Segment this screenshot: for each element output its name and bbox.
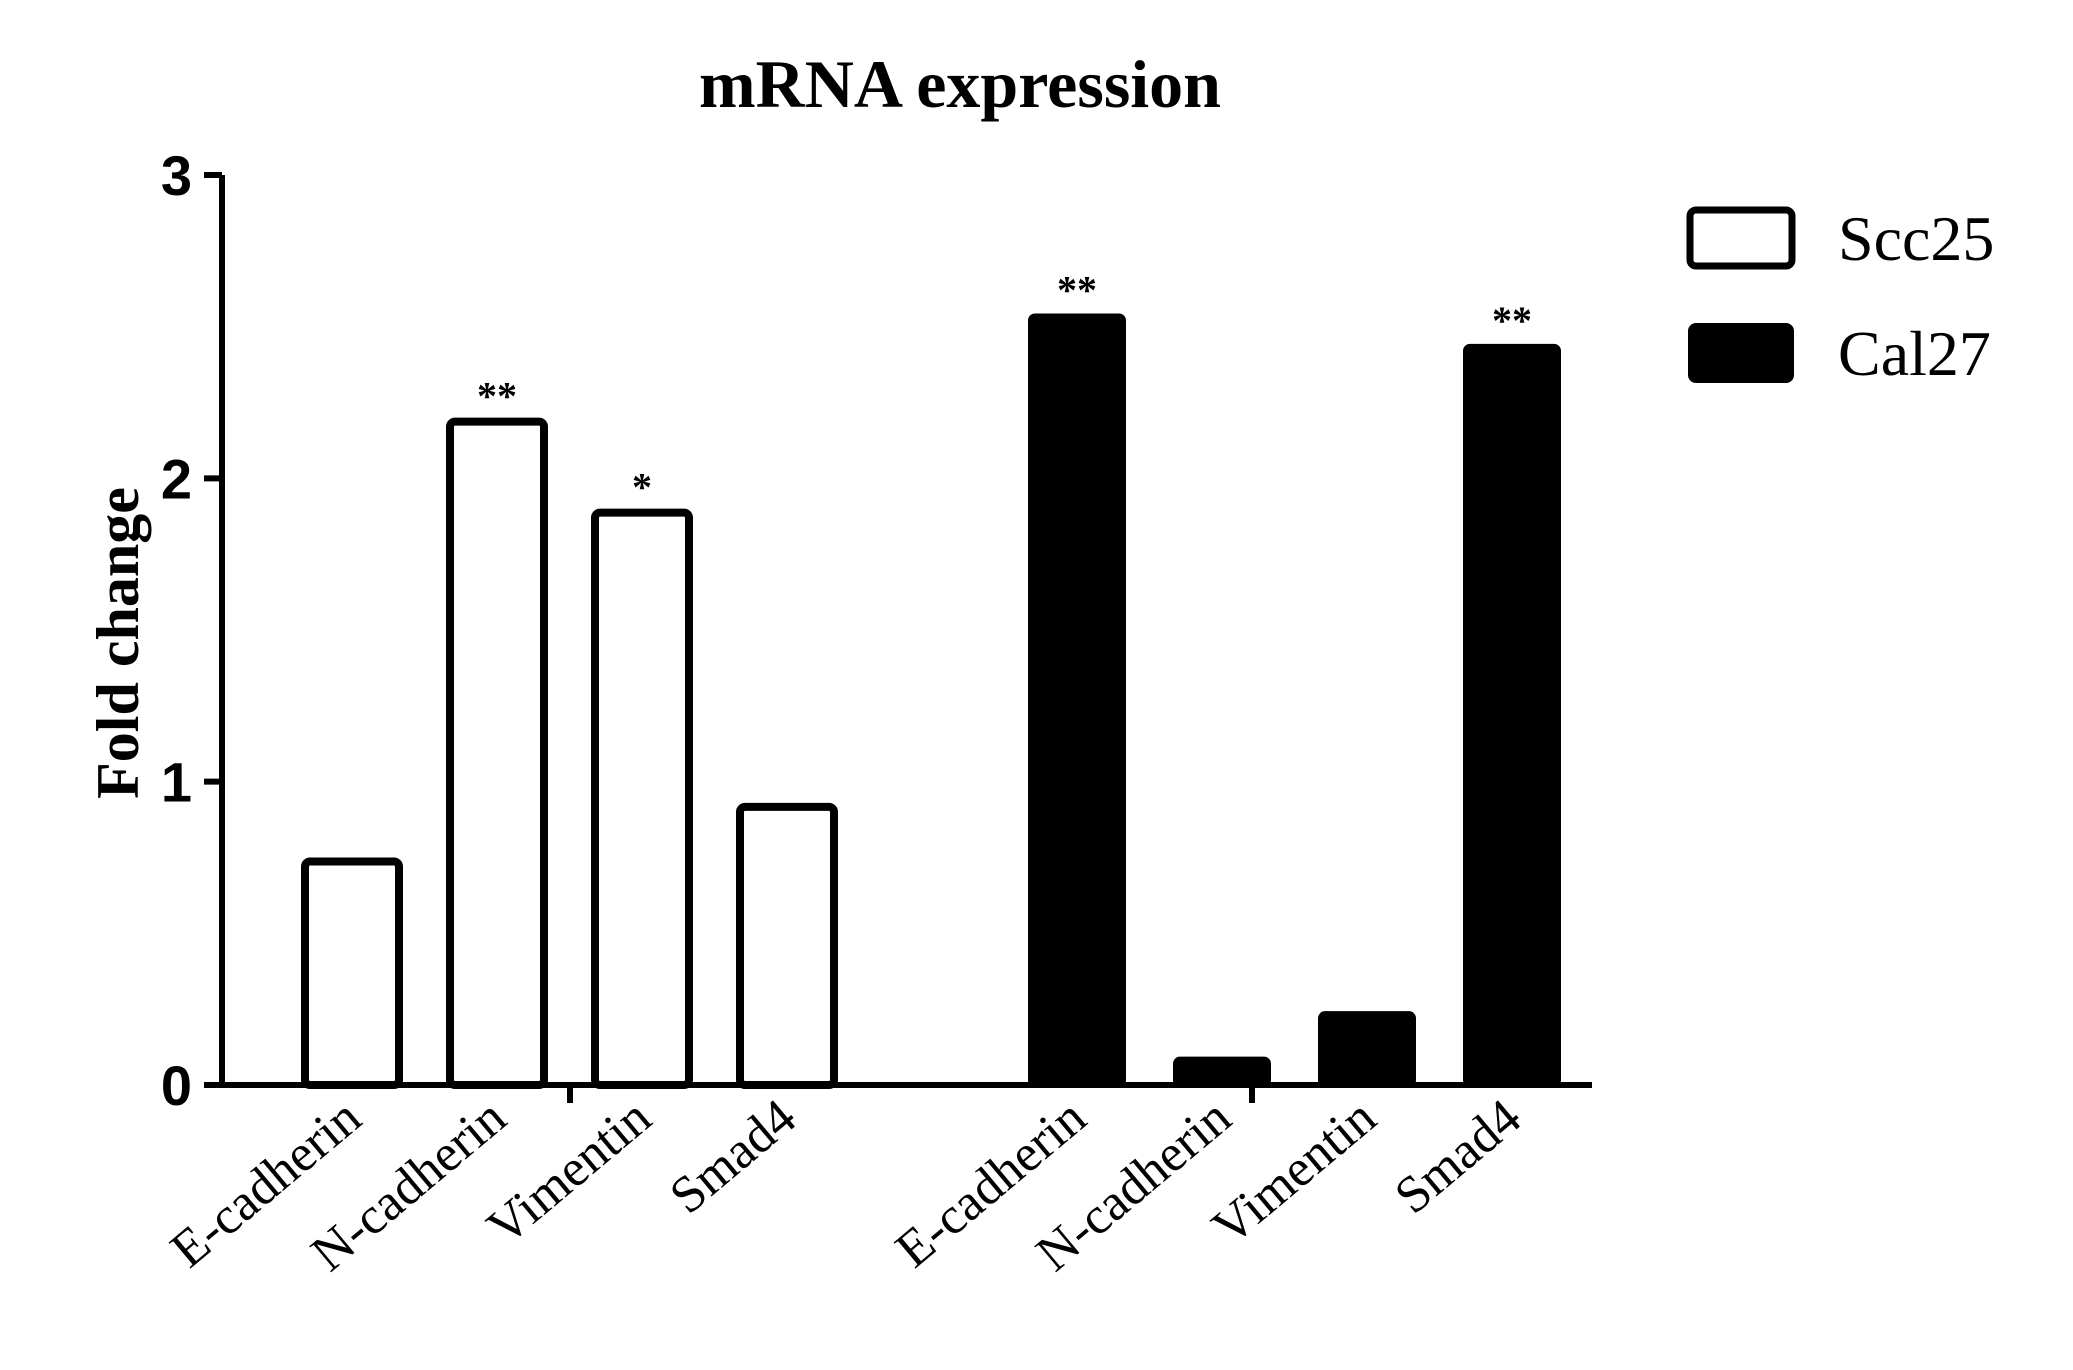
y-tick-label: 1	[161, 751, 192, 814]
x-tick-label: Smad4	[659, 1089, 806, 1226]
chart-title: mRNA expression	[699, 46, 1221, 122]
bar-scc25-e-cadherin[interactable]	[301, 857, 403, 1089]
bar-cal27-n-cadherin[interactable]	[1173, 1056, 1271, 1087]
y-tick-label: 2	[161, 447, 192, 510]
y-tick-label: 3	[161, 144, 192, 207]
y-tick-label: 0	[161, 1054, 192, 1117]
legend-label-cal27: Cal27	[1838, 318, 1991, 389]
bar-cal27-smad4[interactable]	[1463, 343, 1561, 1088]
x-tick-label: Vimentin	[1202, 1089, 1387, 1257]
significance-marker: **	[1492, 298, 1532, 343]
legend: Scc25 Cal27	[1686, 203, 1994, 389]
bar-scc25-vimentin[interactable]	[591, 508, 693, 1089]
plot-area: 0123E-cadherin**N-cadherin*VimentinSmad4…	[160, 144, 1592, 1283]
significance-marker: **	[1057, 268, 1097, 313]
x-tick-label: Smad4	[1384, 1089, 1531, 1226]
legend-swatch-scc25	[1686, 206, 1796, 270]
bar-cal27-e-cadherin[interactable]	[1028, 313, 1126, 1087]
x-tick-label: Vimentin	[477, 1089, 662, 1257]
significance-marker: **	[477, 374, 517, 419]
bar-scc25-n-cadherin[interactable]	[446, 417, 548, 1089]
significance-marker: *	[632, 465, 652, 510]
legend-swatch-cal27	[1688, 323, 1794, 383]
legend-label-scc25: Scc25	[1838, 203, 1994, 274]
y-axis-label: Fold change	[85, 487, 151, 799]
bar-scc25-smad4[interactable]	[736, 802, 838, 1090]
bar-cal27-vimentin[interactable]	[1318, 1011, 1416, 1088]
